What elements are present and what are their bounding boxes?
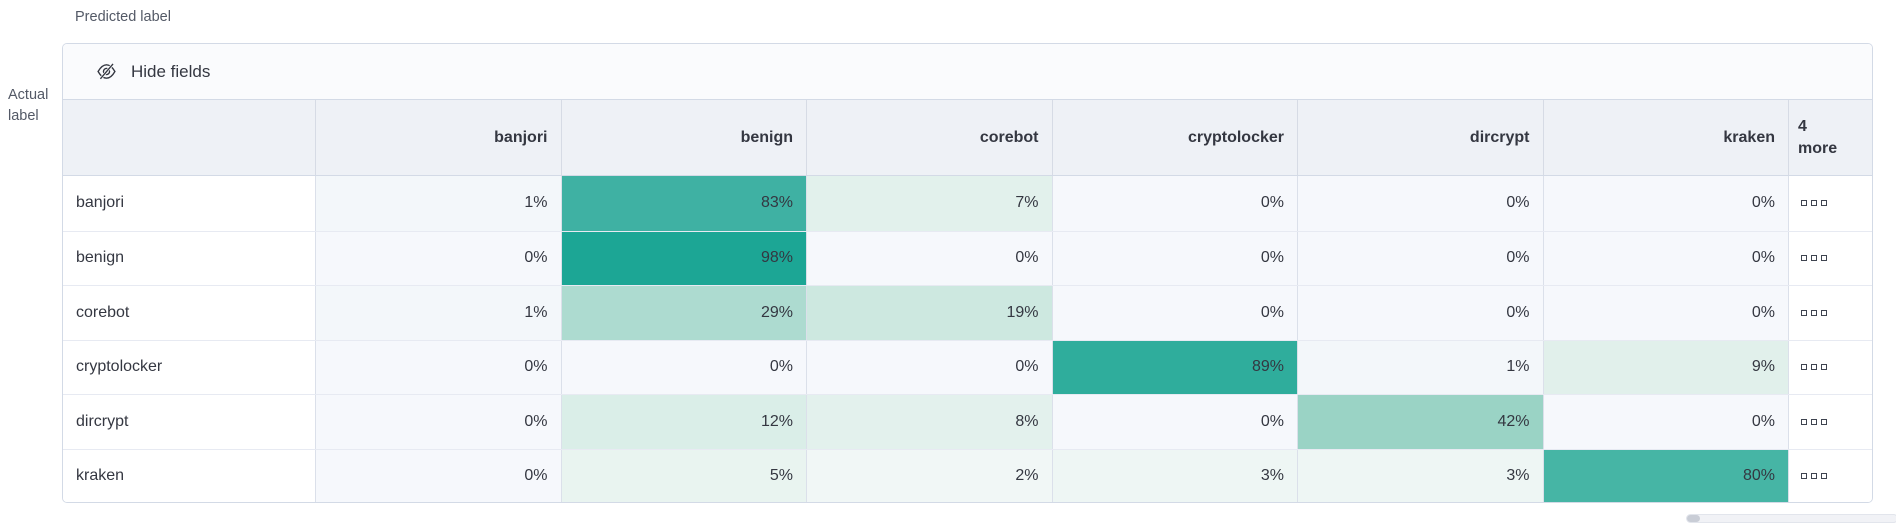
column-header-kraken[interactable]: kraken <box>1542 100 1788 175</box>
column-header-corebot[interactable]: corebot <box>806 100 1052 175</box>
matrix-cell-benign-kraken[interactable]: 0% <box>1542 231 1788 285</box>
column-header-banjori[interactable]: banjori <box>315 100 561 175</box>
row-label-dircrypt[interactable]: dircrypt <box>63 395 315 449</box>
matrix-cell-banjori-corebot[interactable]: 7% <box>806 176 1052 231</box>
matrix-cell-kraken-kraken[interactable]: 80% <box>1542 449 1788 502</box>
column-header-cryptolocker[interactable]: cryptolocker <box>1051 100 1297 175</box>
matrix-cell-dircrypt-dircrypt[interactable]: 42% <box>1297 395 1543 449</box>
matrix-cell-kraken-banjori[interactable]: 0% <box>315 449 561 502</box>
matrix-row-benign: benign 0% 98% 0% 0% 0% 0% <box>63 230 1872 285</box>
matrix-cell-dircrypt-kraken[interactable]: 0% <box>1542 395 1788 449</box>
box-glyph <box>1801 364 1807 371</box>
matrix-cell-banjori-dircrypt[interactable]: 0% <box>1297 176 1543 231</box>
column-header-dircrypt[interactable]: dircrypt <box>1297 100 1543 175</box>
matrix-cell-corebot-banjori[interactable]: 1% <box>315 286 561 340</box>
box-glyph <box>1821 255 1827 262</box>
matrix-cell-dircrypt-cryptolocker[interactable]: 0% <box>1051 395 1297 449</box>
box-glyph <box>1801 255 1807 262</box>
horizontal-scrollbar[interactable] <box>1686 514 1896 523</box>
boxes-horizontal-icon[interactable] <box>1788 395 1872 449</box>
matrix-cell-corebot-corebot[interactable]: 19% <box>806 286 1052 340</box>
box-glyph <box>1821 418 1827 425</box>
box-glyph <box>1811 309 1817 316</box>
matrix-cell-dircrypt-corebot[interactable]: 8% <box>806 395 1052 449</box>
matrix-cell-kraken-dircrypt[interactable]: 3% <box>1297 449 1543 502</box>
box-glyph <box>1811 473 1817 480</box>
matrix-cell-dircrypt-benign[interactable]: 12% <box>560 395 806 449</box>
row-label-benign[interactable]: benign <box>63 231 315 285</box>
matrix-row-cryptolocker: cryptolocker 0% 0% 0% 89% 1% 9% <box>63 339 1872 394</box>
matrix-corner-header <box>63 100 315 175</box>
box-glyph <box>1821 364 1827 371</box>
box-glyph <box>1801 200 1807 207</box>
matrix-cell-cryptolocker-dircrypt[interactable]: 1% <box>1297 340 1543 394</box>
matrix-cell-benign-dircrypt[interactable]: 0% <box>1297 231 1543 285</box>
matrix-cell-kraken-corebot[interactable]: 2% <box>806 449 1052 502</box>
boxes-horizontal-icon[interactable] <box>1788 449 1872 502</box>
boxes-horizontal-icon[interactable] <box>1788 286 1872 340</box>
matrix-row-dircrypt: dircrypt 0% 12% 8% 0% 42% 0% <box>63 394 1872 449</box>
matrix-cell-banjori-banjori[interactable]: 1% <box>315 176 561 231</box>
actual-label-axis: Actual label <box>8 85 48 127</box>
box-glyph <box>1821 200 1827 207</box>
matrix-cell-benign-benign[interactable]: 98% <box>560 231 806 285</box>
box-glyph <box>1811 418 1817 425</box>
actual-label-line2: label <box>8 108 39 124</box>
matrix-cell-kraken-cryptolocker[interactable]: 3% <box>1051 449 1297 502</box>
matrix-cell-dircrypt-banjori[interactable]: 0% <box>315 395 561 449</box>
boxes-horizontal-icon[interactable] <box>1788 176 1872 231</box>
hide-fields-label: Hide fields <box>131 61 211 81</box>
matrix-cell-banjori-kraken[interactable]: 0% <box>1542 176 1788 231</box>
eye-slash-icon <box>97 63 116 80</box>
matrix-cell-cryptolocker-cryptolocker[interactable]: 89% <box>1051 340 1297 394</box>
matrix-cell-cryptolocker-banjori[interactable]: 0% <box>315 340 561 394</box>
column-header-more[interactable]: 4 more <box>1788 100 1872 175</box>
box-glyph <box>1801 473 1807 480</box>
matrix-cell-cryptolocker-benign[interactable]: 0% <box>560 340 806 394</box>
box-glyph <box>1811 364 1817 371</box>
matrix-cell-benign-banjori[interactable]: 0% <box>315 231 561 285</box>
matrix-cell-banjori-benign[interactable]: 83% <box>560 176 806 231</box>
matrix-cell-corebot-cryptolocker[interactable]: 0% <box>1051 286 1297 340</box>
scrollbar-thumb[interactable] <box>1687 515 1700 522</box>
matrix-cell-corebot-kraken[interactable]: 0% <box>1542 286 1788 340</box>
matrix-cell-cryptolocker-corebot[interactable]: 0% <box>806 340 1052 394</box>
more-count: 4 <box>1798 117 1807 135</box>
hide-fields-button[interactable]: Hide fields <box>63 44 1872 100</box>
matrix-cell-kraken-benign[interactable]: 5% <box>560 449 806 502</box>
matrix-row-kraken: kraken 0% 5% 2% 3% 3% 80% <box>63 448 1872 502</box>
column-header-benign[interactable]: benign <box>560 100 806 175</box>
matrix-cell-corebot-dircrypt[interactable]: 0% <box>1297 286 1543 340</box>
row-label-banjori[interactable]: banjori <box>63 176 315 231</box>
matrix-body: banjori 1% 83% 7% 0% 0% 0% benign 0% 98% 0% 0% 0% 0% c… <box>63 176 1872 502</box>
row-label-cryptolocker[interactable]: cryptolocker <box>63 340 315 394</box>
matrix-cell-corebot-benign[interactable]: 29% <box>560 286 806 340</box>
confusion-matrix-panel: Hide fields banjori benign corebot cryptolo… <box>62 43 1873 503</box>
more-word: more <box>1798 139 1838 157</box>
row-label-corebot[interactable]: corebot <box>63 286 315 340</box>
predicted-label-axis: Predicted label <box>75 9 171 25</box>
box-glyph <box>1801 418 1807 425</box>
box-glyph <box>1811 255 1817 262</box>
matrix-row-banjori: banjori 1% 83% 7% 0% 0% 0% <box>63 176 1872 231</box>
box-glyph <box>1821 309 1827 316</box>
actual-label-line1: Actual <box>8 87 49 103</box>
box-glyph <box>1811 200 1817 207</box>
boxes-horizontal-icon[interactable] <box>1788 340 1872 394</box>
matrix-cell-banjori-cryptolocker[interactable]: 0% <box>1051 176 1297 231</box>
box-glyph <box>1801 309 1807 316</box>
matrix-cell-cryptolocker-kraken[interactable]: 9% <box>1542 340 1788 394</box>
matrix-cell-benign-corebot[interactable]: 0% <box>806 231 1052 285</box>
matrix-row-corebot: corebot 1% 29% 19% 0% 0% 0% <box>63 285 1872 340</box>
matrix-header-row: banjori benign corebot cryptolocker dircrypt… <box>63 100 1872 176</box>
box-glyph <box>1821 473 1827 480</box>
boxes-horizontal-icon[interactable] <box>1788 231 1872 285</box>
matrix-cell-benign-cryptolocker[interactable]: 0% <box>1051 231 1297 285</box>
row-label-kraken[interactable]: kraken <box>63 449 315 502</box>
